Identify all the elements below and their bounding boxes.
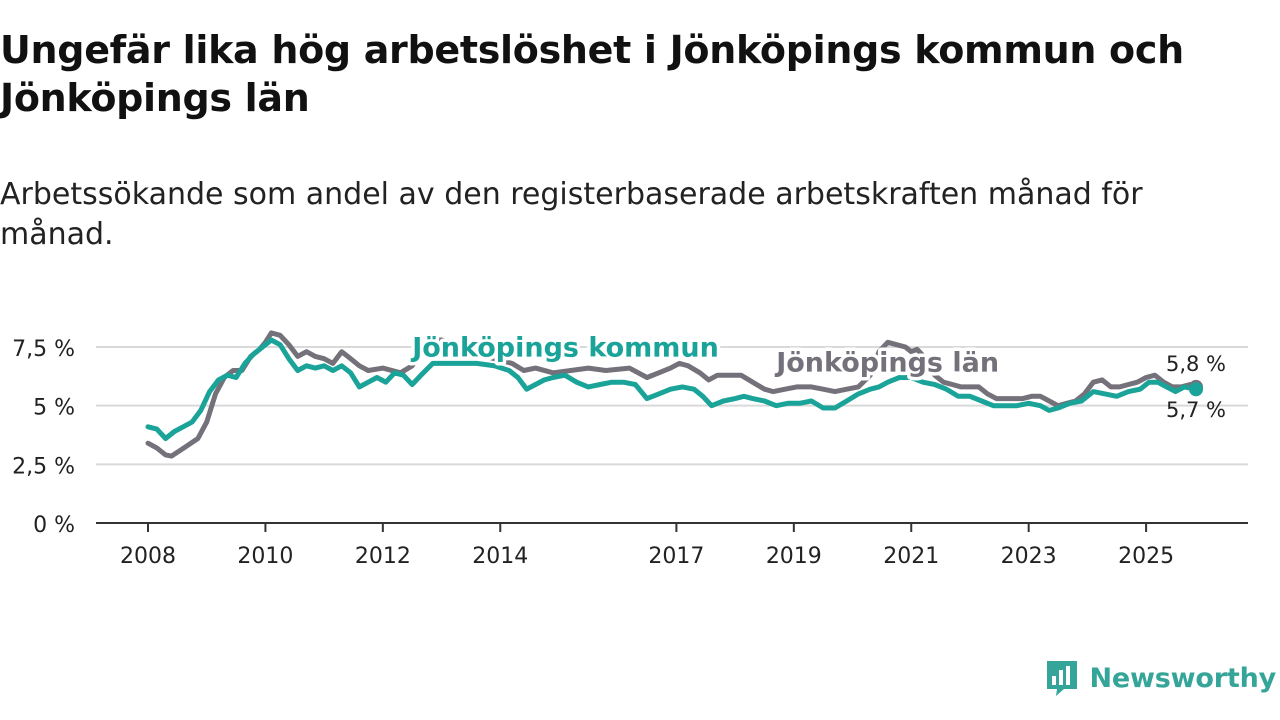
x-tick-label: 2010 (237, 544, 293, 569)
x-tick-label: 2023 (1001, 544, 1057, 569)
chart-title: Ungefär lika hög arbetslöshet i Jönköpin… (0, 28, 1184, 120)
x-tick-label: 2019 (766, 544, 822, 569)
brand-name: Newsworthy (1089, 662, 1277, 694)
end-label-kommun: 5,7 % (1166, 398, 1226, 422)
x-axis-tick-labels: 2008 2010 2012 2014 2017 2019 2021 2023 2025 (120, 523, 1174, 569)
series-line-j-nk-pings-l-n (145, 330, 1199, 459)
newsworthy-logo-icon (1046, 661, 1077, 696)
x-tick-label: 2017 (648, 544, 704, 569)
end-point-kommun (1189, 382, 1203, 397)
x-tick-label: 2012 (355, 544, 411, 569)
x-tick-label: 2008 (120, 544, 176, 569)
series-label: Jönköpings län (774, 348, 999, 379)
series-line-j-nk-pings-kommun (145, 337, 1199, 441)
y-tick-label: 2,5 % (12, 454, 75, 479)
chart-subtitle: Arbetssökande som andel av den registerb… (0, 177, 1143, 252)
series-label: Jönköpings kommun (410, 332, 719, 363)
series-layer (145, 330, 1199, 459)
y-tick-label: 5 % (33, 396, 75, 421)
end-label-lan: 5,8 % (1166, 352, 1226, 376)
x-tick-label: 2025 (1118, 544, 1174, 569)
y-tick-label: 7,5 % (12, 337, 75, 362)
x-tick-label: 2014 (472, 544, 528, 569)
y-tick-label: 0 % (33, 513, 75, 538)
newsworthy-logo: Newsworthy (1044, 658, 1276, 698)
x-tick-label: 2021 (883, 544, 939, 569)
y-axis-tick-labels: 0 % 2,5 % 5 % 7,5 % (12, 337, 75, 538)
annotation-layer: Jönköpings kommun Jönköpings län 5,8 % 5,7 … (407, 329, 1226, 422)
